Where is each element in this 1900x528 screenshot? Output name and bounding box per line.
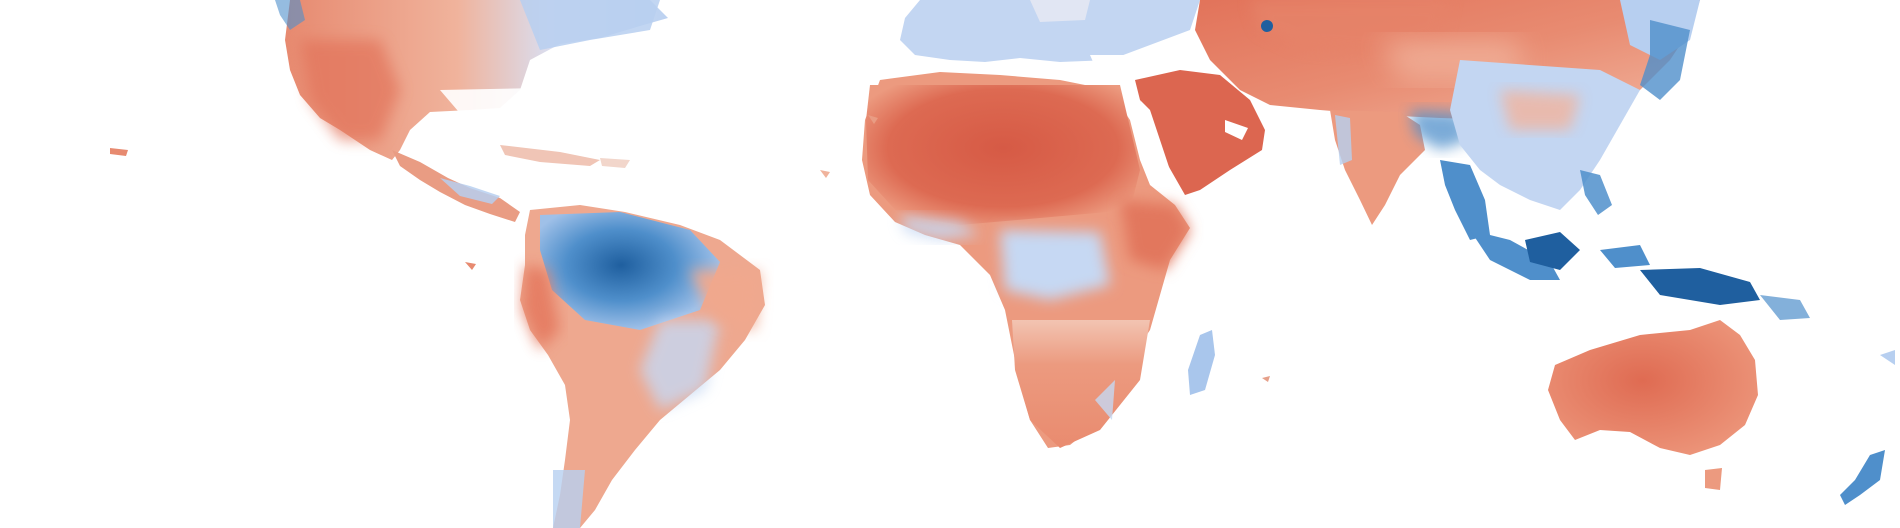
region-africa [862, 72, 1190, 448]
region-south-america [520, 205, 765, 528]
region-southeast-asia [1440, 160, 1810, 320]
region-australia [1548, 320, 1758, 490]
region-east-asia [1450, 20, 1690, 210]
region-middle-east [1135, 70, 1265, 195]
region-north-america [275, 0, 668, 160]
region-madagascar [1188, 330, 1215, 395]
region-europe [900, 0, 1200, 78]
small-islands [110, 115, 1270, 382]
region-central-america [392, 145, 630, 222]
region-new-zealand [1840, 350, 1895, 505]
